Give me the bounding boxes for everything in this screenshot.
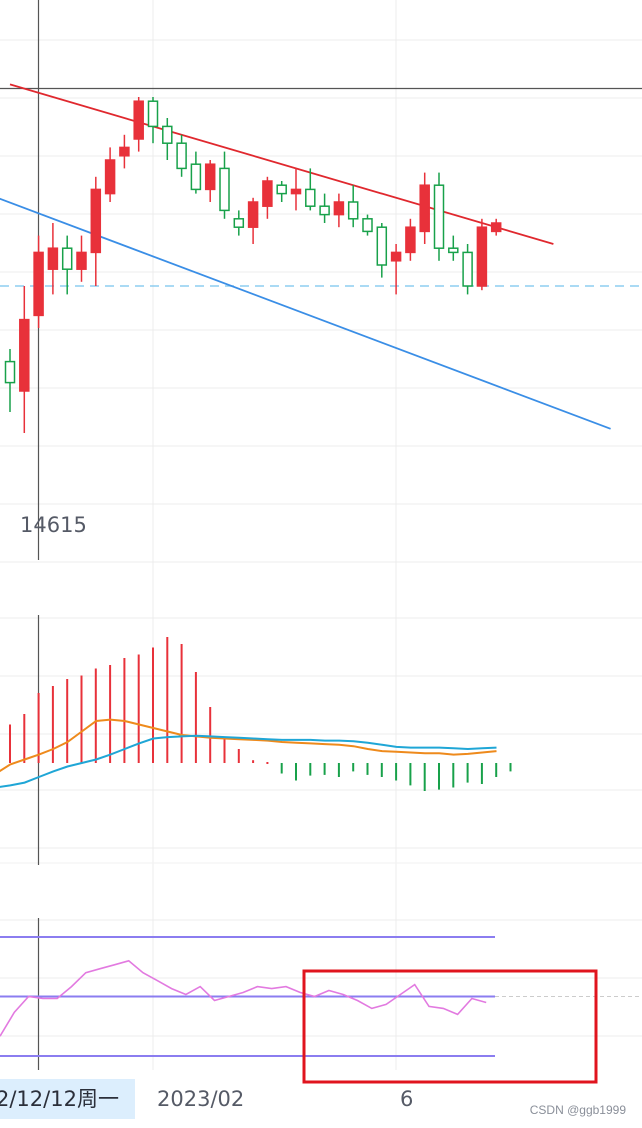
crosshair-date-label: 2/12/12周一 <box>0 1079 135 1119</box>
candle-body <box>4 360 16 384</box>
candle <box>362 214 373 236</box>
candle <box>448 235 459 261</box>
candle <box>347 185 359 228</box>
rsi-panel[interactable] <box>0 936 642 1057</box>
candle <box>233 210 245 236</box>
candle-body <box>133 100 144 140</box>
candle <box>219 151 230 219</box>
crosshair <box>0 0 642 1070</box>
candle <box>247 197 259 244</box>
candle-body <box>319 205 330 216</box>
candle-body <box>33 251 44 317</box>
candle-body <box>448 247 459 254</box>
x-axis-label-2023-02: 2023/02 <box>157 1087 245 1111</box>
candle <box>390 244 402 295</box>
candle-body <box>405 226 416 254</box>
candle-body <box>104 159 116 195</box>
candle <box>262 176 273 219</box>
candle <box>76 235 87 282</box>
candle <box>376 223 388 278</box>
candle-body <box>119 146 130 157</box>
candle-body <box>276 184 287 195</box>
candle <box>433 172 445 261</box>
candle <box>476 218 488 291</box>
candle-body <box>390 251 402 262</box>
candle-body <box>333 201 345 216</box>
candle <box>319 193 330 223</box>
candle <box>333 193 345 228</box>
candle-body <box>247 201 259 228</box>
candle <box>405 218 416 261</box>
candle <box>162 118 173 160</box>
candle <box>190 151 202 194</box>
candle <box>147 97 159 144</box>
annotation-layer <box>302 969 598 1084</box>
candle <box>490 218 502 236</box>
candle <box>4 349 16 412</box>
candle <box>19 286 30 433</box>
candle-body <box>362 218 373 233</box>
candle <box>33 235 44 328</box>
candle-body <box>419 184 430 233</box>
candle-body <box>490 222 502 233</box>
chart-grid <box>0 0 642 1070</box>
macd-histogram-bar <box>266 762 269 764</box>
candle-body <box>47 247 59 270</box>
candle <box>204 160 216 202</box>
candle <box>47 223 59 295</box>
candle-body <box>476 226 488 287</box>
trendline-upper <box>9 83 554 245</box>
candle-body <box>176 142 187 170</box>
candle-body <box>90 188 102 254</box>
macd-panel[interactable] <box>0 637 512 791</box>
candle-body <box>233 218 245 228</box>
candle <box>276 181 287 202</box>
candle <box>462 244 473 295</box>
candle <box>176 134 187 177</box>
candle-body <box>61 247 73 270</box>
candle <box>419 172 430 244</box>
candle-body <box>76 251 87 270</box>
candle-body <box>347 201 359 220</box>
watermark-text: CSDN @ggb1999 <box>529 1103 626 1117</box>
candle-body <box>433 184 445 249</box>
candle-body <box>305 188 316 207</box>
macd-dea-line <box>0 718 497 773</box>
candle-body <box>219 167 230 212</box>
highlight-box <box>302 969 598 1084</box>
price-panel[interactable] <box>0 83 642 433</box>
candle-body <box>204 163 216 191</box>
candle <box>305 168 316 211</box>
x-axis-label-6: 6 <box>400 1087 414 1111</box>
candle-body <box>147 100 159 128</box>
macd-dif-line <box>0 734 497 788</box>
candle <box>104 147 116 202</box>
candle-body <box>162 125 173 144</box>
price-axis-label: 14615 <box>20 513 87 537</box>
rsi-line <box>0 959 487 1037</box>
candle <box>133 97 144 152</box>
candle-body <box>462 251 473 287</box>
trendline-lower <box>0 197 611 430</box>
candle-body <box>19 318 30 392</box>
candle-body <box>262 180 273 207</box>
candle-body <box>290 188 302 195</box>
candle-body <box>190 163 202 191</box>
candle-body <box>376 226 388 266</box>
candle <box>290 168 302 211</box>
candle <box>119 134 130 169</box>
candle <box>90 176 102 286</box>
candle <box>61 235 73 295</box>
